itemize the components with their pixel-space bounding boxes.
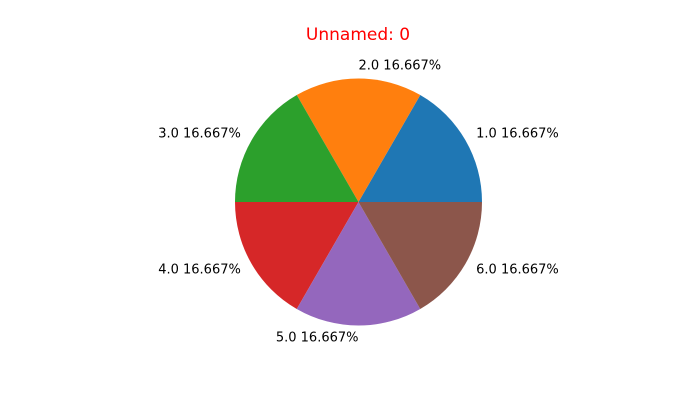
pie-slice-labels: 1.0 16.667% 2.0 16.667% 3.0 16.667% 4.0 16.… xyxy=(158,59,559,346)
pie-slice-1.0 xyxy=(358,95,482,202)
pie-slice-3.0 xyxy=(235,95,359,202)
pie-slice-2.0 xyxy=(296,78,421,202)
pie-slice-label-5.0: 5.0 16.667% xyxy=(276,330,359,345)
pie-slice-label-3.0: 3.0 16.667% xyxy=(158,127,241,142)
pie-slice-label-6.0: 6.0 16.667% xyxy=(476,262,559,277)
pie-slices xyxy=(235,78,482,326)
pie-slice-4.0 xyxy=(235,202,359,309)
pie-slice-5.0 xyxy=(296,202,421,326)
chart-title: Unnamed: 0 xyxy=(306,25,410,45)
pie-slice-label-2.0: 2.0 16.667% xyxy=(359,59,442,74)
pie-slice-label-1.0: 1.0 16.667% xyxy=(476,127,559,142)
pie-slice-label-4.0: 4.0 16.667% xyxy=(158,262,241,277)
pie-slice-6.0 xyxy=(358,202,482,309)
